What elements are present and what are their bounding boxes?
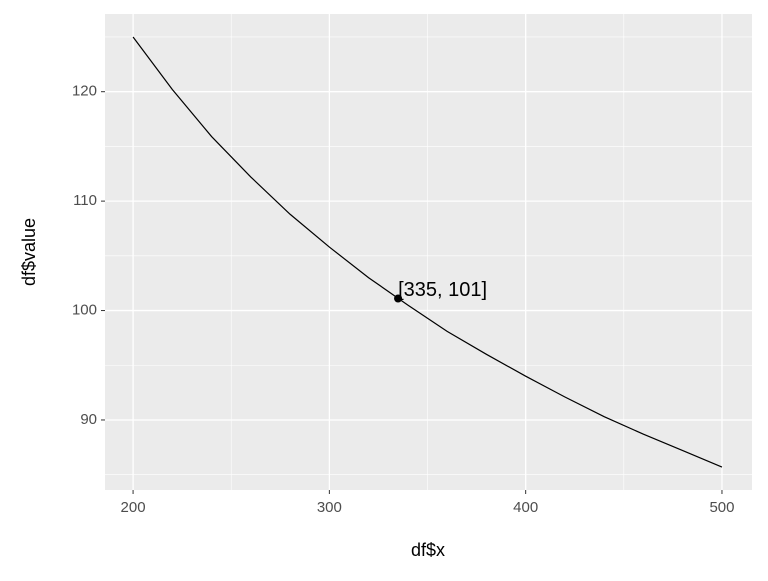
x-tick-label: 500: [709, 499, 734, 516]
line: [132, 36, 723, 468]
x-tick-label: 400: [513, 499, 538, 516]
y-tick-label: 120: [72, 83, 97, 100]
x-tick-label: 200: [121, 499, 146, 516]
panel: [105, 14, 752, 490]
annotation-label: [335, 101]: [398, 279, 487, 301]
x-tick-label: 300: [317, 499, 342, 516]
y-axis-title: df$value: [19, 218, 39, 286]
y-tick-label: 110: [73, 192, 97, 209]
y-tick-label: 100: [72, 302, 97, 319]
annotation-point: [394, 294, 403, 303]
y-tick-label: 90: [80, 411, 97, 428]
x-axis-title: df$x: [411, 540, 445, 560]
